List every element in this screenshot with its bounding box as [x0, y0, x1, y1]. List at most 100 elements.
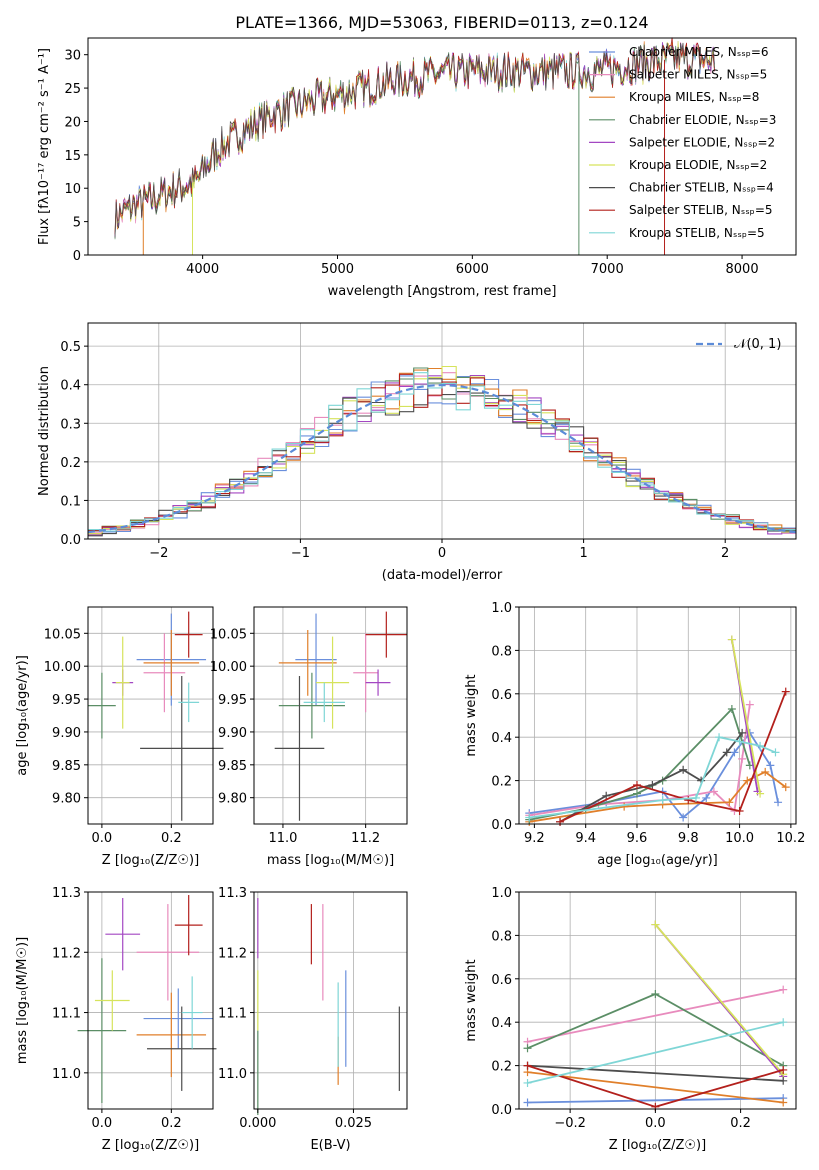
- mass-vs-ebv-y-tick-label: 11.2: [218, 946, 247, 961]
- weight-vs-age-marker: [556, 817, 565, 826]
- weight-vs-age-marker: [620, 802, 629, 811]
- mass-vs-z-y-tick-label: 11.2: [52, 946, 81, 961]
- weight-vs-age-marker: [743, 776, 752, 785]
- weight-vs-age-marker: [745, 700, 754, 709]
- mass-vs-ebv-y-tick-label: 11.3: [218, 886, 247, 901]
- residuals-y-tick-label: 0.1: [60, 494, 81, 509]
- spectrum-y-tick-label: 25: [64, 82, 81, 97]
- mass-vs-ebv-frame: [253, 891, 408, 1110]
- spectrum-y-tick-label: 30: [64, 49, 81, 64]
- age-vs-mass-xlabel: mass [log₁₀(M/M☉)]: [267, 853, 394, 868]
- age-vs-z-ylabel: age [log₁₀(age/yr)]: [15, 655, 30, 776]
- weight-vs-z-marker: [779, 1018, 788, 1027]
- legend-label: Salpeter MILES, Nₛₛₚ=5: [629, 68, 767, 82]
- weight-vs-age-marker: [722, 748, 731, 757]
- weight-vs-z-marker: [651, 920, 660, 929]
- age-vs-mass-x-tick-label: 11.0: [268, 831, 297, 846]
- age-vs-mass-y-tick-label: 9.80: [218, 792, 247, 807]
- weight-vs-z-marker: [779, 1098, 788, 1107]
- mass-vs-ebv-x-tick-label: 0.025: [335, 1116, 372, 1131]
- legend-label: Kroupa STELIB, Nₛₛₚ=5: [629, 226, 765, 240]
- weight-vs-z-series-2: [527, 1071, 784, 1104]
- spectrum-y-tick-label: 15: [64, 149, 81, 164]
- spectrum-x-tick-label: 6000: [456, 262, 489, 277]
- legend-label: Chabrier MILES, Nₛₛₚ=6: [629, 45, 769, 59]
- weight-vs-age-marker: [679, 765, 688, 774]
- residuals-xlabel: (data-model)/error: [382, 568, 503, 583]
- age-vs-z-y-tick-label: 10.00: [44, 660, 81, 675]
- residuals-y-tick-label: 0.3: [60, 417, 81, 432]
- weight-vs-z-frame: [518, 891, 797, 1110]
- weight-vs-z-marker: [651, 989, 660, 998]
- weight-vs-age-marker: [691, 793, 700, 802]
- weight-vs-age-marker: [730, 748, 739, 757]
- spectrum-x-tick-label: 8000: [726, 262, 759, 277]
- residuals-y-tick-label: 0.2: [60, 456, 81, 471]
- residuals-y-tick-label: 0.4: [60, 379, 81, 394]
- weight-vs-age-y-tick-label: 1.0: [491, 601, 512, 616]
- age-vs-z-y-tick-label: 9.95: [52, 693, 81, 708]
- weight-vs-age-marker: [781, 687, 790, 696]
- legend-label: Chabrier ELODIE, Nₛₛₚ=3: [629, 113, 776, 127]
- weight-vs-z-y-tick-label: 0.0: [491, 1103, 512, 1118]
- mass-vs-z-x-tick-label: 0.0: [92, 1116, 113, 1131]
- weight-vs-z-series-6: [527, 1064, 784, 1082]
- weight-vs-z-y-tick-label: 0.6: [491, 973, 512, 988]
- legend-label: Salpeter STELIB, Nₛₛₚ=5: [629, 203, 773, 217]
- legend-label: Kroupa ELODIE, Nₛₛₚ=2: [629, 158, 767, 172]
- weight-vs-age-marker: [774, 798, 783, 807]
- spectrum-frame: [87, 37, 797, 256]
- weight-vs-z-marker: [523, 1061, 532, 1070]
- weight-vs-z-y-tick-label: 0.2: [491, 1060, 512, 1075]
- mass-vs-ebv-y-tick-label: 11.1: [218, 1007, 247, 1022]
- mass-vs-z-frame: [87, 891, 214, 1110]
- spectrum-xlabel: wavelength [Angstrom, rest frame]: [328, 284, 557, 299]
- weight-vs-age-frame: [518, 606, 797, 825]
- weight-vs-age-marker: [771, 748, 780, 757]
- spectrum-ylabel: Flux [fλ10⁻¹⁷ erg cm⁻² s⁻¹ A⁻¹]: [37, 48, 52, 245]
- weight-vs-age-marker: [658, 796, 667, 805]
- weight-vs-age-y-tick-label: 0.8: [491, 644, 512, 659]
- legend-label: Kroupa MILES, Nₛₛₚ=8: [629, 90, 759, 104]
- weight-vs-age-marker: [709, 787, 718, 796]
- spectrum-x-tick-label: 4000: [186, 262, 219, 277]
- weight-vs-age-marker: [766, 761, 775, 770]
- age-vs-mass-y-tick-label: 9.90: [218, 726, 247, 741]
- legend-label: 𝒩(0, 1): [734, 337, 781, 352]
- weight-vs-z-x-tick-label: 0.0: [645, 1116, 666, 1131]
- weight-vs-age-x-tick-label: 9.8: [678, 831, 699, 846]
- mass-vs-z-y-tick-label: 11.1: [52, 1007, 81, 1022]
- weight-vs-age-marker: [727, 635, 736, 644]
- residuals-y-tick-label: 0.0: [60, 533, 81, 548]
- residuals-x-tick-label: −1: [291, 546, 310, 561]
- legend-label: Salpeter ELODIE, Nₛₛₚ=2: [629, 135, 775, 149]
- age-vs-mass-y-tick-label: 9.95: [218, 693, 247, 708]
- mass-vs-ebv-x-tick-label: 0.000: [239, 1116, 276, 1131]
- weight-vs-z-marker: [779, 1065, 788, 1074]
- figure-title: PLATE=1366, MJD=53063, FIBERID=0113, z=0…: [235, 13, 648, 32]
- spectrum-x-tick-label: 7000: [591, 262, 624, 277]
- weight-vs-z-marker: [523, 1044, 532, 1053]
- residuals-ylabel: Normed distribution: [37, 366, 52, 496]
- age-vs-z-frame: [87, 606, 214, 825]
- age-vs-mass-y-tick-label: 10.00: [210, 660, 247, 675]
- histogram-series-7: [88, 373, 796, 531]
- mass-vs-ebv-y-tick-label: 11.0: [218, 1067, 247, 1082]
- weight-vs-age-marker: [715, 733, 724, 742]
- weight-vs-age-xlabel: age [log₁₀(age/yr)]: [597, 853, 718, 868]
- weight-vs-age-y-tick-label: 0.2: [491, 775, 512, 790]
- residuals-x-tick-label: 2: [721, 546, 729, 561]
- spectrum-y-tick-label: 20: [64, 115, 81, 130]
- weight-vs-age-marker: [602, 791, 611, 800]
- age-vs-mass-frame: [253, 606, 408, 825]
- spectrum-y-tick-label: 0: [73, 249, 81, 264]
- weight-vs-z-x-tick-label: 0.2: [730, 1116, 751, 1131]
- weight-vs-age-ylabel: mass weight: [464, 674, 479, 756]
- spectrum-x-tick-label: 5000: [321, 262, 354, 277]
- spectrum-y-tick-label: 5: [73, 216, 81, 231]
- weight-vs-age-y-tick-label: 0.6: [491, 688, 512, 703]
- weight-vs-age-marker: [727, 704, 736, 713]
- weight-vs-age-marker: [702, 793, 711, 802]
- weight-vs-age-x-tick-label: 10.2: [776, 831, 805, 846]
